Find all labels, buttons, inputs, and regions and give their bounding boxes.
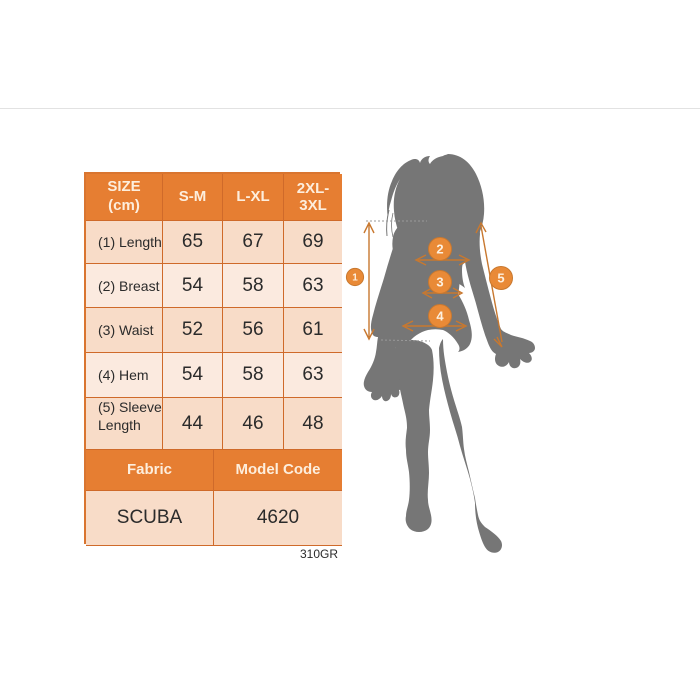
svg-text:1: 1 [352, 273, 358, 284]
svg-text:3: 3 [436, 275, 443, 290]
svg-text:5: 5 [497, 271, 504, 286]
svg-text:4: 4 [436, 309, 444, 324]
svg-text:2: 2 [436, 242, 443, 257]
